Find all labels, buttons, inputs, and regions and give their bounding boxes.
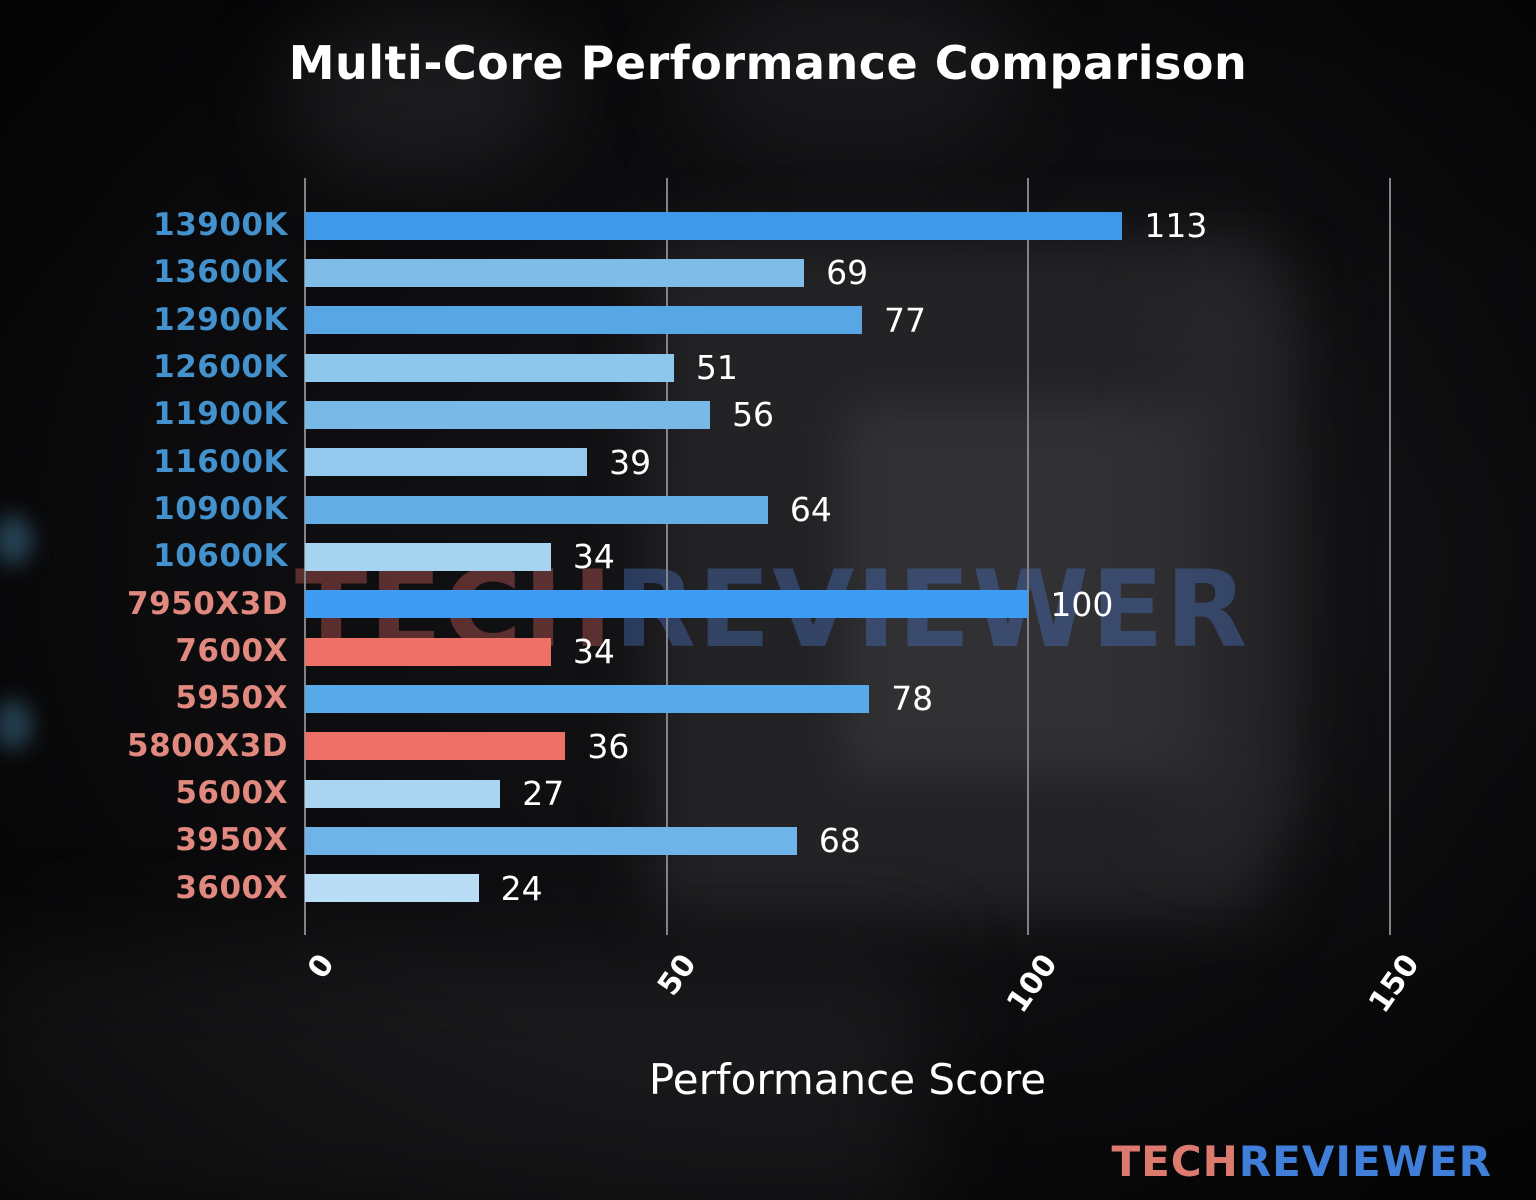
bar — [305, 590, 1029, 619]
value-label: 100 — [1050, 584, 1114, 624]
value-label: 36 — [587, 726, 630, 766]
value-label: 64 — [789, 490, 832, 530]
value-label: 39 — [609, 442, 652, 482]
value-label: 51 — [695, 348, 738, 388]
value-label: 56 — [732, 395, 775, 435]
bar-row: 5950X 78 — [0, 675, 1536, 722]
value-label: 34 — [572, 632, 615, 672]
bar — [305, 495, 768, 524]
category-label: 13600K — [153, 254, 288, 291]
bar-row: 5600X 27 — [0, 770, 1536, 817]
bar — [305, 637, 551, 666]
bar — [305, 448, 588, 477]
bar — [305, 779, 501, 808]
bar-row: 12900K 77 — [0, 297, 1536, 344]
bar-row: 13900K 113 — [0, 202, 1536, 249]
category-label: 3600X — [175, 869, 288, 906]
category-label: 13900K — [153, 207, 288, 244]
bar-row: 13600K 69 — [0, 249, 1536, 296]
category-label: 7600X — [175, 633, 288, 670]
category-label: 10900K — [153, 491, 288, 528]
category-label: 7950X3D — [127, 585, 288, 622]
value-label: 69 — [826, 253, 869, 293]
bar — [305, 258, 805, 287]
bar — [305, 684, 870, 713]
value-label: 78 — [891, 679, 934, 719]
category-label: 10600K — [153, 538, 288, 575]
category-label: 11900K — [153, 396, 288, 433]
bar-row: 7950X3D 100 — [0, 581, 1536, 628]
bar — [305, 306, 862, 335]
chart-title: Multi-Core Performance Comparison — [288, 36, 1248, 90]
bar — [305, 400, 711, 429]
bar — [305, 826, 797, 855]
bar-row: 11600K 39 — [0, 439, 1536, 486]
category-label: 3950X — [175, 822, 288, 859]
brand-reviewer-text: REVIEWER — [1238, 1137, 1492, 1186]
bar-row: 10600K 34 — [0, 533, 1536, 580]
value-label: 113 — [1144, 206, 1208, 246]
value-label: 34 — [572, 537, 615, 577]
value-label: 27 — [522, 774, 565, 814]
bar-row: 12600K 51 — [0, 344, 1536, 391]
bar-row: 5800X3D 36 — [0, 723, 1536, 770]
bar-row: 10900K 64 — [0, 486, 1536, 533]
value-label: 68 — [818, 821, 861, 861]
bar-rows: 13900K 113 13600K 69 12900K 77 12600K 51 11900K 5… — [0, 202, 1536, 912]
bar — [305, 211, 1123, 240]
bar-row: 7600X 34 — [0, 628, 1536, 675]
category-label: 12600K — [153, 349, 288, 386]
brand-logo: TECHREVIEWER — [1111, 1137, 1492, 1186]
bar — [305, 542, 551, 571]
category-label: 11600K — [153, 443, 288, 480]
bar — [305, 353, 674, 382]
bar-row: 11900K 56 — [0, 391, 1536, 438]
brand-tech-text: TECH — [1111, 1137, 1239, 1186]
bar — [305, 732, 566, 761]
category-label: 12900K — [153, 301, 288, 338]
bar — [305, 874, 479, 903]
value-label: 24 — [500, 868, 543, 908]
category-label: 5800X3D — [127, 727, 288, 764]
category-label: 5950X — [175, 680, 288, 717]
bar-row: 3950X 68 — [0, 817, 1536, 864]
category-label: 5600X — [175, 775, 288, 812]
bar-row: 3600X 24 — [0, 865, 1536, 912]
x-axis-label: Performance Score — [648, 1055, 1047, 1104]
value-label: 77 — [883, 300, 926, 340]
